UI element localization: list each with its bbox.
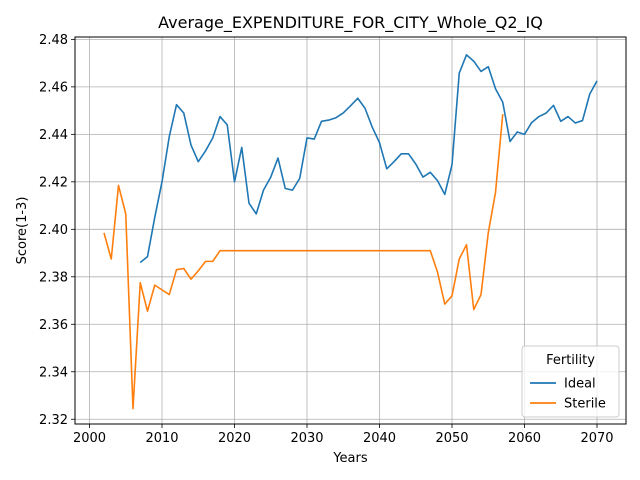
legend-label-ideal: Ideal [564,377,596,392]
y-tick-label: 2.44 [39,128,68,143]
legend-title: Fertility [546,353,595,368]
y-tick-label: 2.48 [39,33,68,48]
y-tick-label: 2.34 [39,365,68,380]
y-tick-label: 2.42 [39,175,68,190]
y-tick-label: 2.40 [39,223,68,238]
x-tick-label: 2070 [580,431,613,446]
x-tick-label: 2010 [145,431,178,446]
y-tick-label: 2.46 [39,80,68,95]
legend-box [521,345,620,418]
x-tick-label: 2030 [290,431,323,446]
legend-items: Ideal Sterile [530,377,606,412]
y-tick-label: 2.32 [39,413,68,428]
legend: Fertility Ideal Sterile [521,345,620,418]
chart-title: Average_EXPENDITURE_FOR_CITY_Whole_Q2_IQ [158,13,543,33]
series-lines [103,54,598,410]
plot-area-frame [74,36,627,425]
series-line-sterile [103,114,504,410]
x-axis-label: Years [332,451,368,466]
y-axis-label: Score(1-3) [15,197,30,265]
x-axis-ticks: 2000 2010 2020 2030 2040 2050 2060 2070 [73,424,614,446]
series-line-ideal [139,54,598,264]
y-tick-label: 2.38 [39,270,68,285]
y-tick-label: 2.36 [39,318,68,333]
x-tick-label: 2040 [363,431,396,446]
x-tick-label: 2000 [73,431,106,446]
x-tick-label: 2050 [435,431,468,446]
x-tick-label: 2020 [218,431,251,446]
x-tick-label: 2060 [508,431,541,446]
legend-label-sterile: Sterile [564,397,606,412]
y-axis-ticks: 2.32 2.34 2.36 2.38 2.40 2.42 2.44 2.46 2.48 [39,33,75,428]
